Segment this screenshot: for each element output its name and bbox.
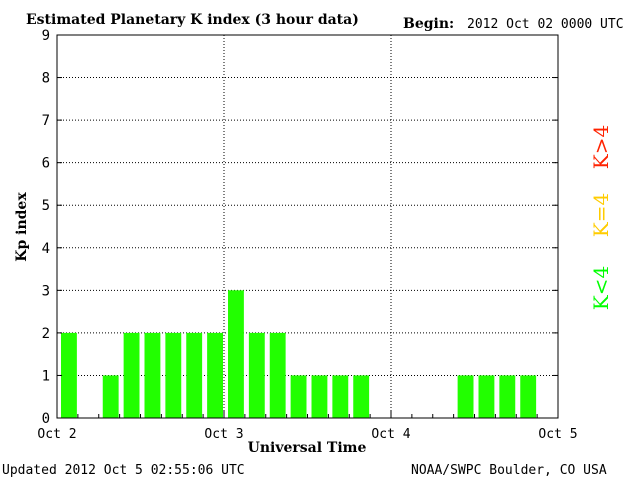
kp-bar bbox=[61, 332, 77, 418]
kp-bar bbox=[478, 375, 495, 418]
y-tick-label: 9 bbox=[42, 28, 50, 44]
grid-lines bbox=[57, 35, 558, 418]
begin-label: Begin: bbox=[403, 16, 454, 32]
x-tick-label: Oct 3 bbox=[204, 427, 243, 442]
kp-bar bbox=[457, 375, 474, 418]
y-tick-label: 3 bbox=[42, 283, 50, 299]
kp-bar bbox=[207, 332, 223, 418]
y-tick-label: 6 bbox=[42, 156, 50, 172]
legend-k-below-4: K<4 bbox=[589, 266, 613, 310]
kp-bar bbox=[332, 375, 349, 418]
y-tick-label: 2 bbox=[42, 326, 50, 342]
kp-bar bbox=[353, 375, 370, 418]
kp-bar bbox=[123, 332, 140, 418]
kp-bar bbox=[269, 332, 286, 418]
y-tick-label: 8 bbox=[42, 71, 50, 87]
kp-bar bbox=[228, 290, 244, 418]
y-tick-label: 1 bbox=[42, 368, 50, 384]
kp-bar bbox=[186, 332, 203, 418]
kp-bar bbox=[520, 375, 537, 418]
y-tick-label: 0 bbox=[42, 411, 50, 427]
y-tick-label: 7 bbox=[42, 113, 50, 129]
kp-bar bbox=[102, 375, 119, 418]
begin-value: 2012 Oct 02 0000 UTC bbox=[467, 17, 624, 32]
x-tick-label: Oct 4 bbox=[371, 427, 410, 442]
y-tick-label: 5 bbox=[42, 198, 50, 214]
legend-k-above-4: K>4 bbox=[589, 125, 613, 169]
y-axis-label: Kp index bbox=[14, 192, 30, 262]
x-axis-label: Universal Time bbox=[248, 440, 367, 456]
kp-bar bbox=[248, 332, 265, 418]
kp-bar bbox=[499, 375, 516, 418]
kp-bar bbox=[290, 375, 307, 418]
bar-series bbox=[61, 290, 537, 418]
y-tick-label: 4 bbox=[42, 241, 50, 257]
footer-updated: Updated 2012 Oct 5 02:55:06 UTC bbox=[2, 463, 245, 478]
legend-k-equal-4: K=4 bbox=[589, 193, 613, 237]
x-axis-ticks: Oct 2 Oct 3 Oct 4 Oct 5 bbox=[37, 411, 578, 442]
x-tick-label: Oct 5 bbox=[538, 427, 577, 442]
x-tick-label: Oct 2 bbox=[37, 427, 76, 442]
chart-title: Estimated Planetary K index (3 hour data… bbox=[26, 12, 359, 28]
kp-bar bbox=[311, 375, 328, 418]
kp-bar bbox=[165, 332, 182, 418]
y-axis-ticks: 0 1 2 3 4 5 6 7 8 9 bbox=[42, 28, 558, 427]
kp-bar bbox=[144, 332, 161, 418]
footer-credit: NOAA/SWPC Boulder, CO USA bbox=[411, 463, 607, 478]
